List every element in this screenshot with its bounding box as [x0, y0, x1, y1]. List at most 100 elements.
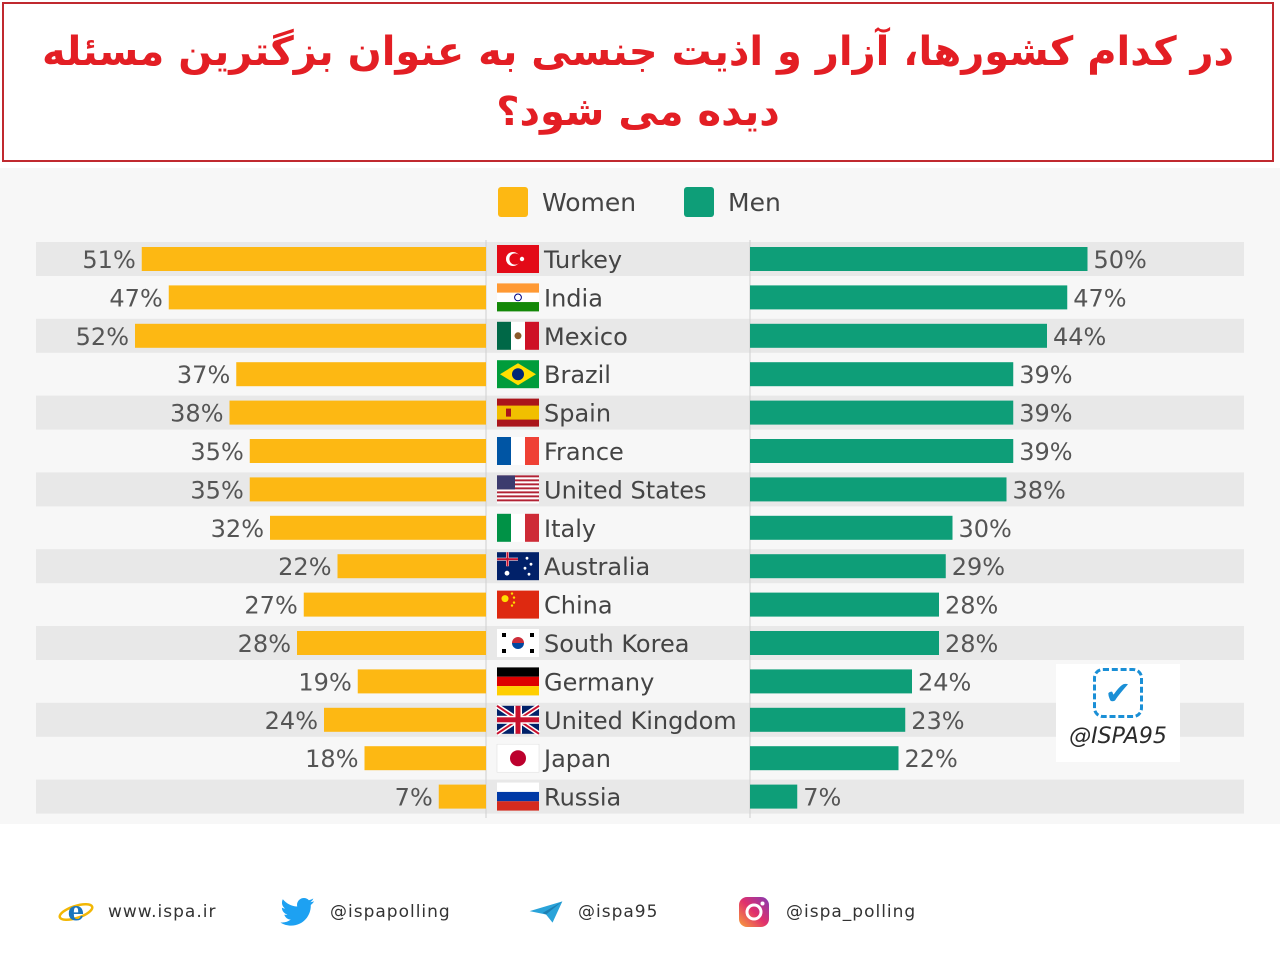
category-label: Turkey — [543, 246, 622, 274]
data-label-men: 50% — [1094, 246, 1147, 274]
category-label: South Korea — [544, 630, 689, 658]
data-label-men: 22% — [905, 745, 958, 773]
row-stripe — [36, 626, 1244, 660]
bar-men-china — [750, 592, 939, 617]
bar-men-germany — [750, 669, 912, 694]
category-label: France — [544, 438, 624, 466]
bar-women-italy — [270, 515, 486, 540]
bar-men-france — [750, 439, 1014, 463]
title-box: در کدام کشورها، آزار و اذیت جنسی به عنوا… — [2, 2, 1274, 162]
bar-men-turkey — [750, 247, 1088, 271]
legend-women-swatch — [498, 187, 528, 217]
data-label-women: 18% — [305, 745, 358, 773]
internet-explorer-icon: e — [58, 894, 94, 930]
data-label-women: 27% — [244, 592, 297, 620]
bar-men-mexico — [750, 323, 1047, 348]
category-label: Mexico — [544, 323, 628, 351]
footer-website-text: www.ispa.ir — [108, 902, 217, 922]
legend-women-label: Women — [542, 187, 637, 217]
bar-men-brazil — [750, 362, 1014, 387]
bar-women-germany — [357, 669, 486, 694]
data-label-men: 28% — [945, 630, 998, 658]
data-label-women: 38% — [170, 400, 223, 428]
bar-women-south-korea — [297, 631, 486, 655]
bar-women-united-kingdom — [324, 707, 486, 732]
chart-area: 51% 50% Turkey 47% 47% India 52% 44% Mexico 37% 39… — [0, 168, 1280, 824]
bar-men-south-korea — [750, 631, 939, 655]
legend-women: Women — [498, 186, 636, 218]
chart-svg: 51% 50% Turkey 47% 47% India 52% 44% Mexico 37% 39… — [36, 240, 1244, 818]
footer-twitter[interactable]: @ispapolling — [280, 894, 451, 930]
legend-men-label: Men — [728, 187, 781, 217]
mexico-flag-icon — [497, 321, 539, 350]
category-label: Spain — [544, 400, 611, 428]
legend-men-swatch — [684, 187, 714, 217]
data-label-men: 23% — [911, 707, 964, 735]
data-label-men: 44% — [1053, 323, 1106, 351]
category-label: China — [544, 592, 613, 620]
uk-flag-icon — [495, 703, 541, 736]
data-label-women: 51% — [82, 246, 135, 274]
data-label-women: 32% — [211, 515, 264, 543]
japan-flag-icon — [496, 743, 540, 773]
south-korea-flag-icon — [497, 629, 539, 657]
chart-title-line-1: در کدام کشورها، آزار و اذیت جنسی به عنوا… — [41, 29, 1235, 75]
bar-women-india — [168, 285, 486, 310]
twitter-bird-icon — [280, 894, 316, 930]
bar-men-australia — [750, 554, 946, 579]
bar-women-china — [303, 592, 486, 617]
category-label: India — [544, 284, 603, 312]
row-stripe — [36, 702, 1244, 737]
australia-flag-icon — [497, 552, 539, 581]
data-label-women: 7% — [395, 784, 433, 812]
italy-flag-icon — [497, 513, 539, 542]
category-label: Australia — [544, 553, 650, 581]
data-label-women: 52% — [76, 323, 129, 351]
footer-instagram-text: @ispa_polling — [786, 902, 917, 922]
category-label: Brazil — [544, 361, 611, 389]
bar-men-united-kingdom — [750, 707, 906, 732]
chart-title-line-2: دیده می شود؟ — [496, 89, 780, 135]
brazil-flag-icon — [497, 360, 539, 389]
france-flag-icon — [497, 437, 539, 465]
bar-women-russia — [438, 784, 486, 809]
footer-twitter-text: @ispapolling — [330, 902, 451, 922]
data-label-men: 28% — [945, 592, 998, 620]
bar-men-united-states — [750, 477, 1007, 502]
bar-women-mexico — [135, 323, 486, 348]
category-label: Japan — [542, 745, 611, 773]
germany-flag-icon — [497, 667, 539, 696]
bar-women-brazil — [236, 362, 486, 387]
instagram-icon — [736, 894, 772, 930]
checkmark-icon: ✔ — [1093, 668, 1143, 718]
data-label-women: 22% — [278, 553, 331, 581]
spain-flag-icon — [497, 398, 539, 427]
bar-women-australia — [337, 554, 486, 579]
india-flag-icon — [497, 283, 539, 312]
bar-men-russia — [750, 784, 798, 809]
data-label-men: 39% — [1019, 438, 1072, 466]
data-label-men: 39% — [1019, 361, 1072, 389]
data-label-women: 19% — [298, 668, 351, 696]
data-label-men: 39% — [1019, 400, 1072, 428]
legend-men: Men — [684, 186, 781, 218]
watermark: ✔ @ISPA95 — [1056, 664, 1180, 762]
data-label-women: 47% — [109, 284, 162, 312]
bar-women-turkey — [141, 247, 486, 271]
footer-website[interactable]: e www.ispa.ir — [58, 894, 216, 930]
category-label: United States — [544, 476, 707, 504]
category-label: Italy — [544, 515, 596, 543]
data-label-men: 7% — [803, 784, 841, 812]
data-label-women: 35% — [190, 476, 243, 504]
usa-flag-icon — [497, 475, 539, 504]
svg-text:e: e — [68, 897, 85, 927]
data-label-women: 28% — [238, 630, 291, 658]
bar-women-france — [249, 439, 486, 463]
data-label-men: 24% — [918, 668, 971, 696]
bar-women-united-states — [249, 477, 486, 502]
footer-instagram[interactable]: @ispa_polling — [736, 894, 916, 930]
russia-flag-icon — [497, 782, 539, 811]
footer-telegram[interactable]: @ispa95 — [528, 894, 658, 930]
data-label-men: 30% — [959, 515, 1012, 543]
row-stripe — [36, 779, 1244, 814]
